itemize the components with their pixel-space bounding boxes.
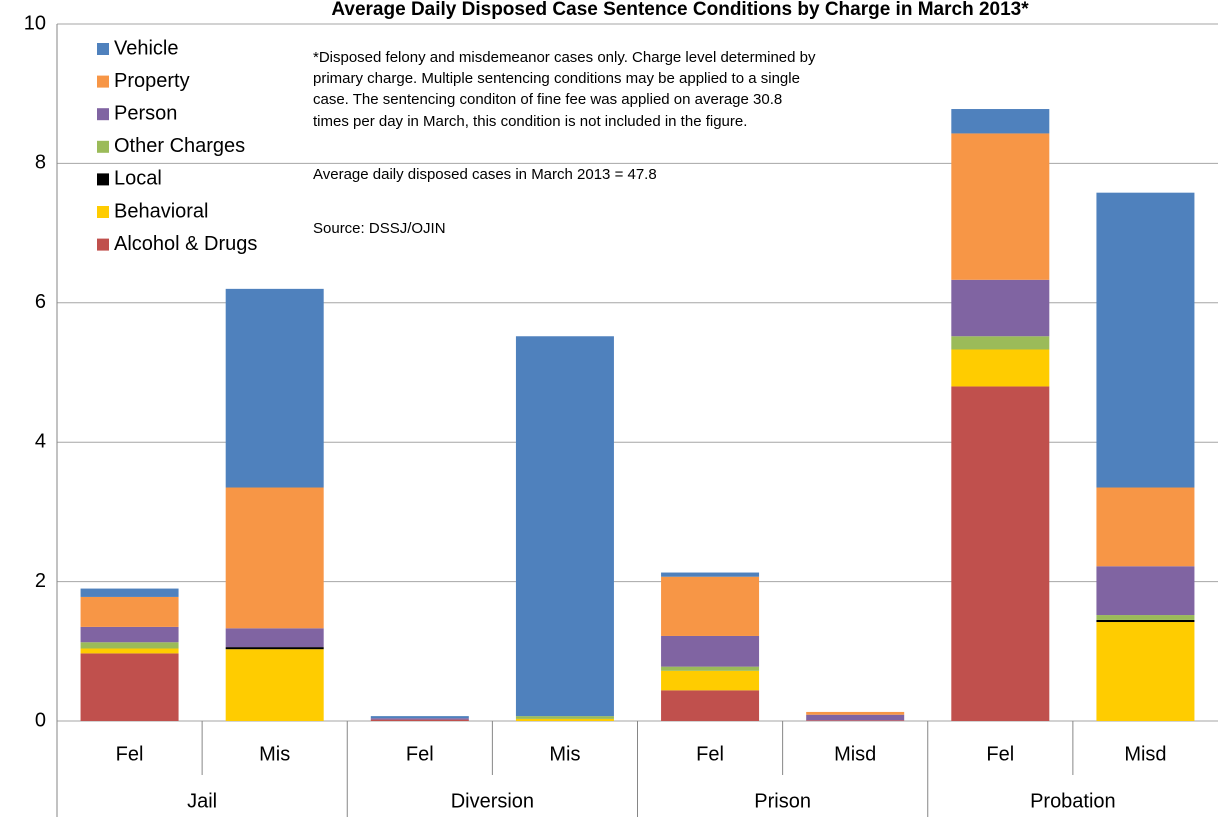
bar-segment [80,653,179,721]
legend-label: Local [114,168,162,190]
group-label: Jail [187,790,217,812]
bar-segment [661,576,760,636]
bar-segment [661,690,760,721]
x-tick-label: Fel [116,743,144,765]
bar-segment [515,716,614,719]
legend-swatch [97,173,109,186]
bar-segment [370,719,469,721]
x-tick-label: Misd [1124,743,1166,765]
bar-segment [225,628,324,648]
legend-label: Vehicle [114,37,179,59]
bar-segment [806,711,905,715]
y-tick-label: 6 [35,291,46,313]
bar-segment [806,714,905,721]
chart-title: Average Daily Disposed Case Sentence Con… [331,0,1029,20]
bar-segment [370,718,469,720]
y-tick-label: 8 [35,152,46,174]
legend-swatch [97,75,109,88]
legend-label: Behavioral [114,200,209,222]
x-tick-label: Misd [834,743,876,765]
bar-segment [225,649,324,721]
bar-segment [225,288,324,488]
y-tick-label: 4 [35,430,46,452]
bar-segment [1096,615,1195,620]
bar-segment [951,109,1050,134]
bar-segment [225,487,324,629]
bar-segment [515,336,614,717]
legend-label: Person [114,102,177,124]
x-tick-label: Fel [696,743,724,765]
y-tick-label: 2 [35,570,46,592]
bar-segment [806,720,905,721]
group-label: Diversion [451,790,534,812]
bar-segment [1096,192,1195,488]
bar-segment [951,279,1050,337]
legend-swatch [97,43,109,55]
bar-segment [661,572,760,577]
bar-segment [1096,622,1195,721]
bar-segment [951,386,1050,721]
bar-segment [951,133,1050,280]
bar-segment [225,647,324,650]
bar-segment [951,336,1050,350]
y-tick-label: 10 [24,12,46,34]
bar-segment [515,718,614,721]
group-label: Probation [1030,790,1116,812]
x-tick-label: Fel [406,743,434,765]
x-tick-label: Fel [986,743,1014,765]
bar-segment [951,349,1050,387]
annotation: Average daily disposed cases in March 20… [313,166,657,183]
legend-swatch [97,206,109,218]
group-label: Prison [754,790,811,812]
annotation: *Disposed felony and misdemeanor cases o… [313,49,816,66]
bar-segment [661,670,760,691]
legend-label: Property [114,70,190,92]
bar-segment [1096,566,1195,616]
legend-swatch [97,140,109,153]
legend-swatch [97,238,109,251]
annotation: Source: DSSJ/OJIN [313,220,446,237]
y-tick-label: 0 [35,709,46,731]
bar-segment [80,626,179,643]
legend-swatch [97,108,109,121]
bar-segment [661,635,760,667]
bar-segment [80,596,179,627]
bar-segment [661,666,760,671]
x-tick-label: Mis [549,743,580,765]
annotation: times per day in March, this condition i… [313,113,747,130]
bar-segment [1096,487,1195,567]
annotation: case. The sentencing conditon of fine fe… [313,91,782,108]
legend-label: Alcohol & Drugs [114,233,257,255]
bar-segment [80,642,179,649]
bar-segment [80,588,179,597]
legend-label: Other Charges [114,135,245,157]
bar-segment [1096,619,1195,623]
annotation: primary charge. Multiple sentencing cond… [313,70,800,87]
bar-segment [80,648,179,654]
x-tick-label: Mis [259,743,290,765]
bar-segment [370,716,469,719]
